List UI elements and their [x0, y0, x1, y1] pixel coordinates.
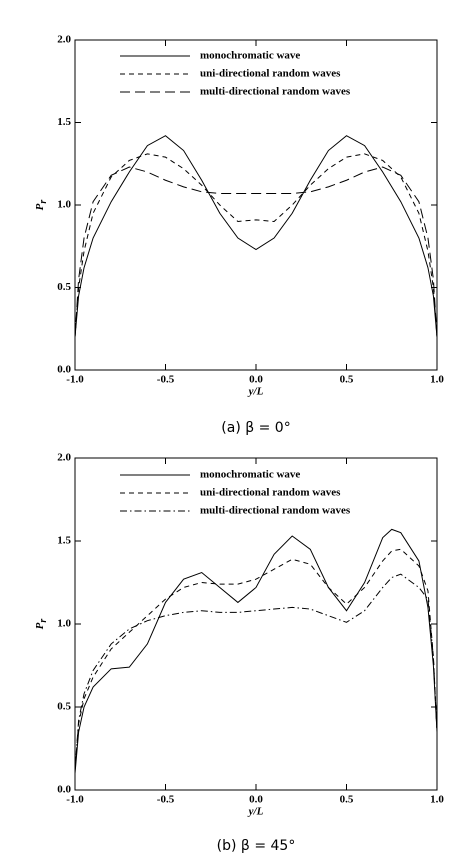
- x-tick-label: -0.5: [157, 374, 175, 386]
- legend-label: uni-directional random waves: [200, 487, 341, 499]
- y-tick-label: 0.0: [57, 364, 71, 376]
- legend-label: multi-directional random waves: [200, 505, 351, 517]
- y-tick-label: 0.5: [57, 281, 71, 293]
- x-tick-label: -0.5: [157, 794, 175, 806]
- legend-label: monochromatic wave: [200, 50, 300, 62]
- data-line: [74, 153, 438, 338]
- y-tick-label: 2.0: [57, 452, 71, 464]
- y-tick-label: 1.5: [57, 116, 71, 128]
- y-axis-label-main: P: [34, 203, 46, 210]
- x-tick-label: 0.5: [340, 794, 354, 806]
- x-tick-label: 0.0: [249, 794, 263, 806]
- caption: (b) β = 45°: [217, 838, 296, 854]
- y-tick-label: 1.0: [57, 199, 71, 211]
- x-tick-label: -1.0: [66, 374, 84, 386]
- y-tick-label: 1.5: [57, 535, 71, 547]
- x-tick-label: 1.0: [430, 794, 444, 806]
- y-tick-label: 2.0: [57, 34, 71, 46]
- data-line: [74, 528, 438, 774]
- data-line: [74, 135, 438, 338]
- x-axis-label: y/L: [247, 806, 264, 818]
- legend-label: monochromatic wave: [200, 469, 300, 481]
- y-axis-label-main: P: [34, 622, 46, 629]
- y-axis-label-sub: r: [38, 619, 49, 623]
- x-tick-label: 0.5: [340, 374, 354, 386]
- y-axis-label: Pr: [34, 619, 50, 630]
- x-tick-label: -1.0: [66, 794, 84, 806]
- legend-label: uni-directional random waves: [200, 68, 341, 80]
- data-line: [74, 548, 438, 771]
- y-tick-label: 0.0: [57, 784, 71, 796]
- x-tick-label: 0.0: [249, 374, 263, 386]
- y-tick-label: 1.0: [57, 618, 71, 630]
- data-line: [74, 166, 438, 338]
- y-tick-label: 0.5: [57, 701, 71, 713]
- y-axis-label-sub: r: [38, 200, 49, 204]
- data-line: [74, 573, 438, 771]
- y-axis-label: Pr: [34, 200, 50, 211]
- x-axis-label: y/L: [247, 386, 264, 398]
- x-tick-label: 1.0: [430, 374, 444, 386]
- legend-label: multi-directional random waves: [200, 86, 351, 98]
- caption: (a) β = 0°: [221, 420, 290, 436]
